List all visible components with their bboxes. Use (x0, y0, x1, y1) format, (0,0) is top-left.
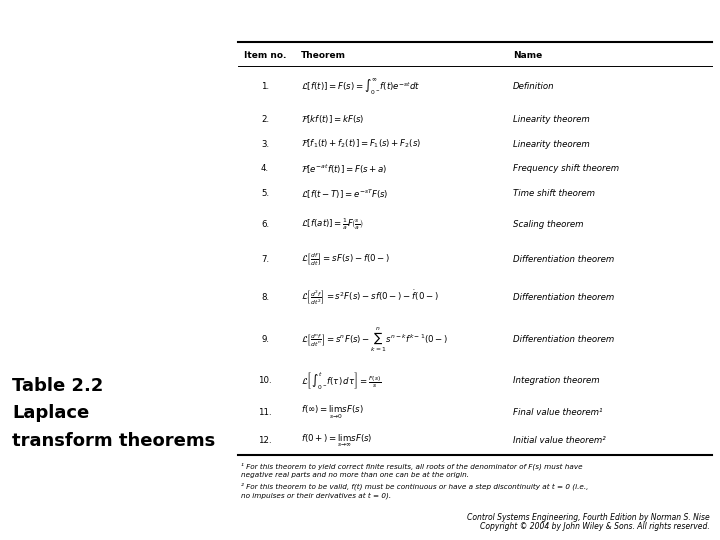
Text: Item no.: Item no. (244, 51, 286, 59)
Text: 8.: 8. (261, 293, 269, 302)
Text: $\mathcal{L}[f(at)] = \frac{1}{a}F\!\left(\frac{s}{a}\right)$: $\mathcal{L}[f(at)] = \frac{1}{a}F\!\lef… (301, 217, 364, 232)
Text: 9.: 9. (261, 335, 269, 345)
Text: 7.: 7. (261, 255, 269, 265)
Text: Differentiation theorem: Differentiation theorem (513, 293, 614, 302)
Text: Integration theorem: Integration theorem (513, 376, 600, 385)
Text: Differentiation theorem: Differentiation theorem (513, 255, 614, 265)
Text: Scaling theorem: Scaling theorem (513, 220, 583, 229)
Text: 3.: 3. (261, 139, 269, 148)
Text: $\mathcal{L}\left[\frac{d^2f}{dt^2}\right] = s^2F(s) - sf(0-) - \dot{f}(0-)$: $\mathcal{L}\left[\frac{d^2f}{dt^2}\righ… (301, 288, 438, 307)
Text: $\mathcal{L}\left[\int_{0^-}^{t} f(\tau)\,d\tau\right] = \frac{F(s)}{s}$: $\mathcal{L}\left[\int_{0^-}^{t} f(\tau)… (301, 370, 382, 392)
Text: Table 2.2: Table 2.2 (12, 377, 104, 395)
Text: Definition: Definition (513, 82, 554, 91)
Text: transform theorems: transform theorems (12, 432, 215, 450)
Text: $\mathcal{L}\left[\frac{df}{dt}\right] = sF(s) - f(0-)$: $\mathcal{L}\left[\frac{df}{dt}\right] =… (301, 252, 390, 268)
Text: $f(\infty) = \lim_{s \to 0} sF(s)$: $f(\infty) = \lim_{s \to 0} sF(s)$ (301, 404, 364, 422)
Text: Time shift theorem: Time shift theorem (513, 190, 595, 198)
Text: Initial value theorem²: Initial value theorem² (513, 436, 606, 446)
Text: $\mathcal{L}\left[\frac{d^nf}{dt^n}\right] = s^nF(s) - \sum_{k=1}^{n} s^{n-k}f^{: $\mathcal{L}\left[\frac{d^nf}{dt^n}\righ… (301, 326, 448, 354)
Text: $\mathcal{L}[f(t - T)] = e^{-sT}F(s)$: $\mathcal{L}[f(t - T)] = e^{-sT}F(s)$ (301, 187, 389, 200)
Text: 1.: 1. (261, 82, 269, 91)
Text: 4.: 4. (261, 165, 269, 173)
Text: Linearity theorem: Linearity theorem (513, 114, 590, 124)
Text: 6.: 6. (261, 220, 269, 229)
Text: 10.: 10. (258, 376, 272, 385)
Text: 11.: 11. (258, 408, 272, 417)
Text: ² For this theorem to be valid, f(t) must be continuous or have a step discontin: ² For this theorem to be valid, f(t) mus… (241, 482, 588, 489)
Text: Frequency shift theorem: Frequency shift theorem (513, 165, 619, 173)
Text: Copyright © 2004 by John Wiley & Sons. All rights reserved.: Copyright © 2004 by John Wiley & Sons. A… (480, 522, 710, 531)
Text: no impulses or their derivatives at t = 0).: no impulses or their derivatives at t = … (241, 492, 391, 498)
Text: $\mathcal{F}[kf(t)] = kF(s)$: $\mathcal{F}[kf(t)] = kF(s)$ (301, 113, 364, 125)
Text: Theorem: Theorem (301, 51, 346, 59)
Text: 2.: 2. (261, 114, 269, 124)
Text: 12.: 12. (258, 436, 272, 446)
Text: Control Systems Engineering, Fourth Edition by Norman S. Nise: Control Systems Engineering, Fourth Edit… (467, 513, 710, 522)
Text: $\mathcal{F}[f_1(t) + f_2(t)] = F_1(s) + F_2(s)$: $\mathcal{F}[f_1(t) + f_2(t)] = F_1(s) +… (301, 138, 421, 150)
Text: 5.: 5. (261, 190, 269, 198)
Text: Name: Name (513, 51, 542, 59)
Text: Differentiation theorem: Differentiation theorem (513, 335, 614, 345)
Text: negative real parts and no more than one can be at the origin.: negative real parts and no more than one… (241, 472, 469, 478)
Text: Final value theorem¹: Final value theorem¹ (513, 408, 603, 417)
Text: $\mathcal{L}[f(t)] = F(s) = \int_{0^-}^{\infty} f(t)e^{-st}dt$: $\mathcal{L}[f(t)] = F(s) = \int_{0^-}^{… (301, 76, 420, 97)
Text: Linearity theorem: Linearity theorem (513, 139, 590, 148)
Text: Laplace: Laplace (12, 404, 89, 422)
Text: $f(0+) = \lim_{s \to \infty} sF(s)$: $f(0+) = \lim_{s \to \infty} sF(s)$ (301, 433, 372, 449)
Text: $\mathcal{F}[e^{-at}f(t)] = F(s + a)$: $\mathcal{F}[e^{-at}f(t)] = F(s + a)$ (301, 162, 387, 176)
Text: ¹ For this theorem to yield correct finite results, all roots of the denominator: ¹ For this theorem to yield correct fini… (241, 462, 582, 469)
